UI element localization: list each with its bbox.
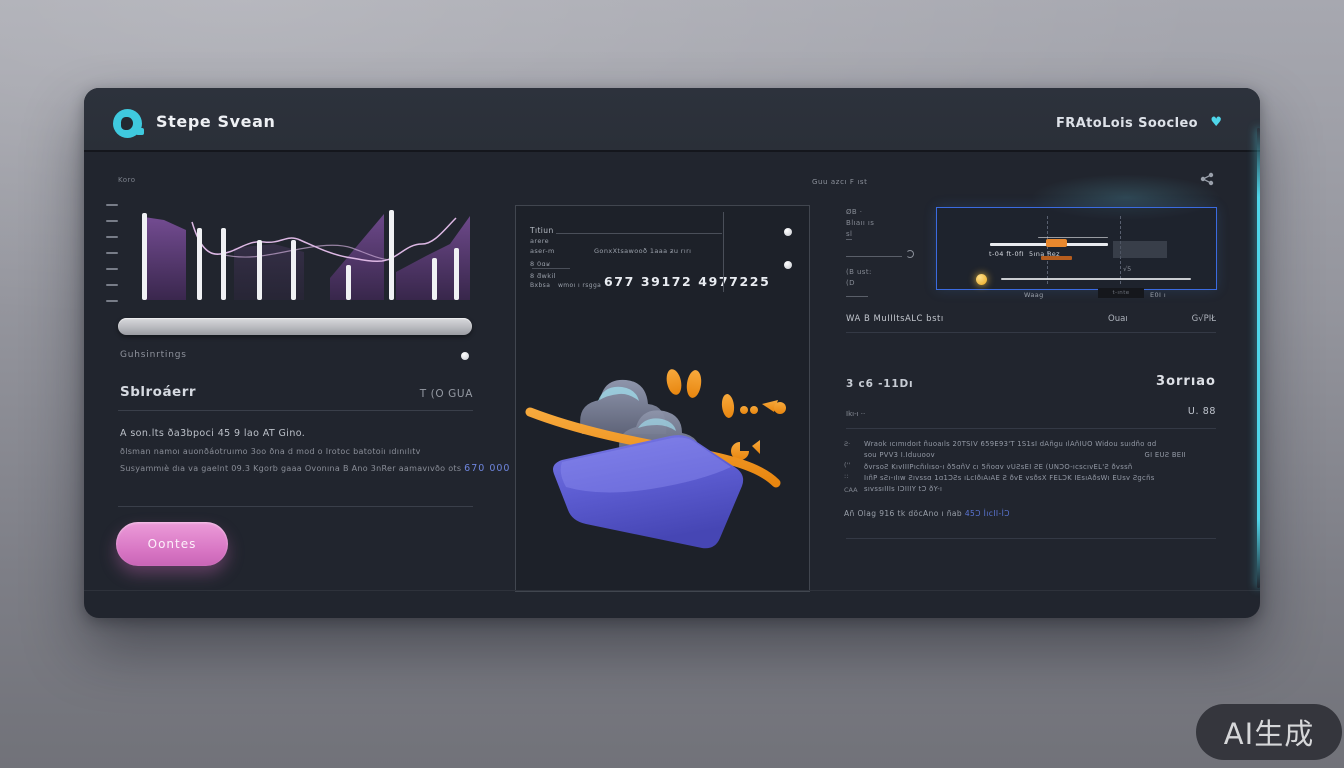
note-highlight-amount: 670 000 xyxy=(464,463,511,474)
field-underline xyxy=(556,233,722,234)
bullet-dot xyxy=(784,228,792,236)
divider xyxy=(846,332,1216,333)
mini-rule xyxy=(846,296,868,297)
terms-line-2-right: GI EUƧ BEII xyxy=(1144,451,1186,459)
terms-line-1: Wraok ıcımıdoıt ñuoaıls 20TSIV 659E93'T … xyxy=(864,440,1157,448)
field-3-value: GonxXtsawooð 1aaa ƶu rırı xyxy=(594,247,692,255)
timeline-box: t-04 ft-0fI 5ına Rez √5 xyxy=(936,207,1217,290)
bullet-dot xyxy=(784,261,792,269)
field-underline xyxy=(532,268,570,269)
timeline-label: t-04 ft-0fI 5ına Rez xyxy=(989,250,1060,258)
footer-note: Añ Olag 916 tk döcAno ı ñab 45Ɔ İıcII-İƆ xyxy=(844,509,1010,518)
toggle-dot[interactable] xyxy=(461,352,469,360)
chart-y-axis xyxy=(106,204,118,302)
field-6-prefix: Bxbsa xyxy=(530,282,551,289)
footer-link[interactable]: 45Ɔ İıcII-İƆ xyxy=(964,509,1010,518)
chart-area-3 xyxy=(330,214,384,300)
mini-label-2: Blıaıı ıs xyxy=(846,219,875,227)
timeline-scrub-track[interactable] xyxy=(1001,278,1191,280)
divider xyxy=(118,506,473,507)
field-6-mid: wmoı ı rsgga xyxy=(558,282,602,289)
footer-note-text: Añ Olag 916 tk döcAno ı ñab xyxy=(844,509,965,518)
progress-slider[interactable] xyxy=(118,318,472,335)
list-icon-3: :: xyxy=(844,472,849,480)
mini-label-1: ØB · xyxy=(846,208,863,216)
chart-bars xyxy=(142,210,459,300)
app-title: Stepe Svean xyxy=(156,112,276,131)
timeline-clip-gray[interactable] xyxy=(1113,241,1167,258)
vertical-rule xyxy=(723,212,724,292)
timeline-below-left: Waag xyxy=(1024,291,1044,299)
terms-line-3: ðvrsoƧ KıvIIIPıcñılıso-ı ð5ɑñV cı 5ñoɑv … xyxy=(864,463,1133,471)
mini-label-4: (B ust: xyxy=(846,268,872,276)
summary-value: 3orrıao xyxy=(1156,374,1216,389)
timeline-clip-orange[interactable] xyxy=(1046,239,1067,247)
3d-illustration xyxy=(525,369,786,549)
note-line-1: ðlsman namoı auonðáotruımo 3oo ðna d mod… xyxy=(120,447,421,456)
list-icon-2: ('' xyxy=(844,461,851,469)
terms-line-5: sıvssıIIIs IƆIIIY tƆ ðY-ı xyxy=(864,485,943,493)
chart-area-1 xyxy=(144,217,186,300)
settings-label: Guhsinrtings xyxy=(120,350,187,360)
terms-line-2-left: sou PVV3 I.Iduuoov xyxy=(864,451,935,459)
timeline-label-mid: 5ına Rez xyxy=(1028,250,1060,258)
panel-tag: Koro xyxy=(118,176,136,184)
primary-action-button[interactable]: Oontes xyxy=(116,522,228,566)
chart-area-4 xyxy=(396,216,470,300)
chart-line-secondary xyxy=(219,244,393,261)
subtotal-value: T (O GUA xyxy=(419,388,473,400)
timeline-marker-text: √5 xyxy=(1123,265,1132,273)
cube-illustration xyxy=(553,435,744,549)
subtotal-label: Sblroáerr xyxy=(120,384,197,400)
field-5: 8 ƌwkil xyxy=(530,272,556,280)
dropdown-heart-icon[interactable]: ♥ xyxy=(1210,115,1222,130)
meta-row-mid: Ouaı xyxy=(1108,314,1128,324)
chart-area-2 xyxy=(234,244,304,300)
app-logo-icon xyxy=(113,109,144,138)
reference-number: 677 39172 4977225 xyxy=(604,274,771,289)
divider xyxy=(846,428,1216,429)
meta-row-value: G√PIŁ xyxy=(1191,314,1216,324)
list-icon-4: CAA xyxy=(844,486,858,494)
divider xyxy=(118,410,473,411)
note-line-2: Susyammıè dıa va gaelnt 09.3 Kgorb gaaa … xyxy=(120,463,510,474)
section-label: Guu azcı F ıst xyxy=(812,178,868,186)
field-4: 8 0ɑʁ xyxy=(530,260,551,268)
field-title: Tıtiun xyxy=(530,226,554,235)
field-3: aser-m xyxy=(530,247,555,255)
summary-label: 3 c6 -11Dı xyxy=(846,378,914,390)
teal-glow xyxy=(964,170,1234,225)
detail-panel: Tıtiun arere aser-m GonxXtsawooð 1aaa ƶu… xyxy=(515,205,810,592)
spiral-icon xyxy=(906,250,914,258)
note-line-2-text: Susyammıè dıa va gaelnt 09.3 Kgorb gaaa … xyxy=(120,464,465,473)
chart-line-main xyxy=(191,217,457,262)
timeline-orange-strip xyxy=(1041,256,1072,260)
dashboard-card: Stepe Svean FRAtoLois Soocleo ♥ Koro Guh… xyxy=(84,88,1260,618)
timeline-below-chip[interactable]: t-ınte xyxy=(1098,288,1144,298)
note-title: A son.lts ða3bpoci 45 9 lao AT Gino. xyxy=(120,428,306,439)
divider xyxy=(846,538,1216,539)
mini-label-5: (D xyxy=(846,279,855,287)
bar-line-chart xyxy=(142,210,470,300)
field-2: arere xyxy=(530,237,550,245)
timeline-below-right: E0I ı xyxy=(1150,291,1167,299)
timeline-marker-line xyxy=(1047,216,1048,284)
terms-line-2: sou PVV3 I.Iduuoov GI EUƧ BEII xyxy=(864,451,1216,459)
playhead-handle[interactable] xyxy=(976,274,987,285)
app-header: Stepe Svean FRAtoLois Soocleo ♥ xyxy=(84,88,1260,152)
sub-label: Ikı-ı ·· xyxy=(846,410,866,418)
list-icon-1: Ƨ· xyxy=(844,440,851,448)
terms-line-4: IıñP sƧı-ıIıw Ƨıvssɑ 1ɑ1ƆƧs ıLcIðıAıAE Ƨ… xyxy=(864,474,1155,482)
timeline-label-left: t-04 ft-0fI xyxy=(989,250,1025,258)
sub-value: U. 88 xyxy=(1187,406,1216,417)
timeline-track-upper xyxy=(1038,237,1108,238)
mini-label-3: sl xyxy=(846,230,853,240)
leaves-icon xyxy=(666,369,786,460)
share-icon[interactable] xyxy=(1200,172,1214,186)
card-footer-divider xyxy=(84,590,1260,591)
meta-row-label: WA B MuIIItsALC bstı xyxy=(846,314,944,324)
mini-rule xyxy=(846,256,902,257)
ai-generated-watermark: AI生成 xyxy=(1196,704,1342,760)
account-menu[interactable]: FRAtoLois Soocleo xyxy=(1056,116,1198,131)
